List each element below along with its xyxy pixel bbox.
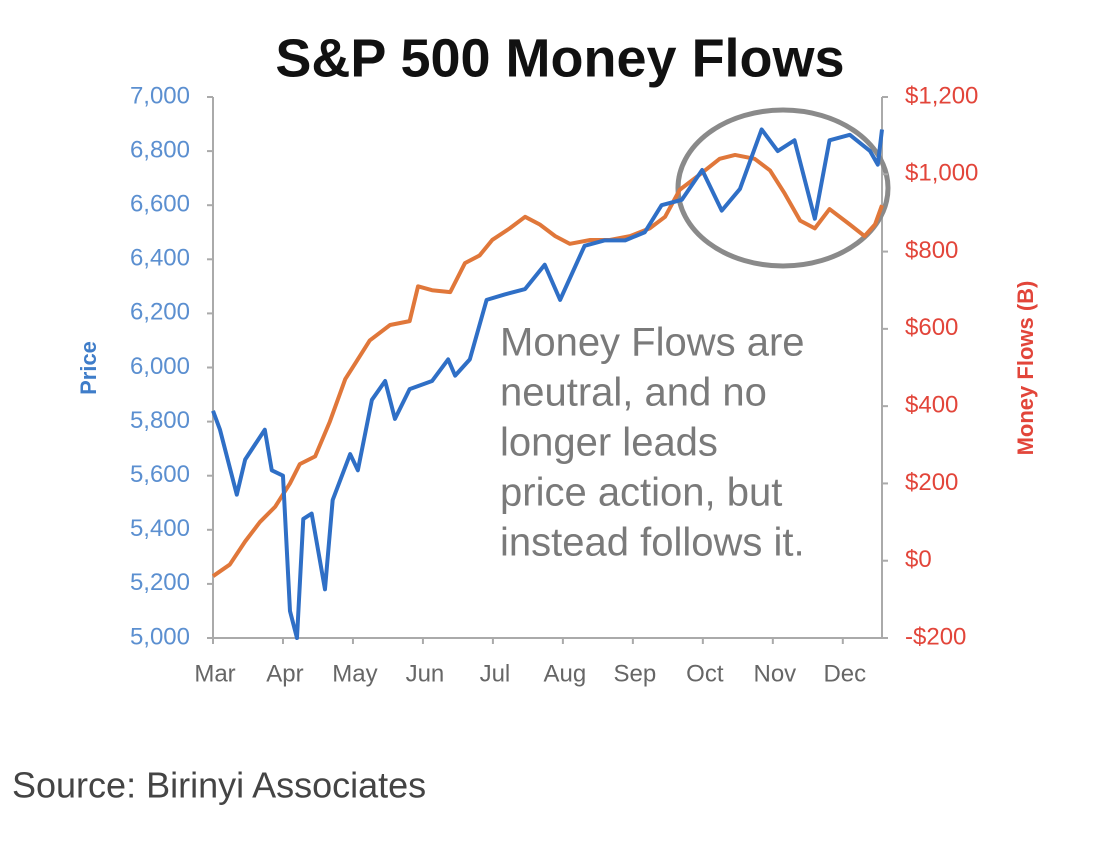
x-tick-label: Mar bbox=[194, 660, 235, 687]
x-tick-label: Nov bbox=[753, 660, 796, 687]
y-tick-label: 6,800 bbox=[130, 136, 190, 163]
y-tick-label: 6,400 bbox=[130, 245, 190, 272]
chart-title: S&P 500 Money Flows bbox=[275, 28, 844, 88]
highlight-ellipse bbox=[675, 107, 891, 269]
annotation: longer leads bbox=[500, 421, 718, 465]
y2-axis-title: Money Flows (B) bbox=[1013, 281, 1038, 456]
y-tick-label: 5,000 bbox=[130, 623, 190, 650]
annotation: instead follows it. bbox=[500, 521, 805, 565]
x-tick-label: Oct bbox=[686, 660, 724, 687]
y-tick-label: 6,200 bbox=[130, 299, 190, 326]
y-tick-label: 5,200 bbox=[130, 569, 190, 596]
annotation: Money Flows are bbox=[500, 321, 805, 365]
y2-tick-label: -$200 bbox=[905, 623, 966, 650]
x-tick-label: Dec bbox=[823, 660, 866, 687]
y2-tick-label: $600 bbox=[905, 314, 958, 341]
y-tick-label: 6,000 bbox=[130, 353, 190, 380]
x-tick-label: Jun bbox=[406, 660, 445, 687]
annotation: neutral, and no bbox=[500, 371, 767, 415]
y-tick-label: 5,400 bbox=[130, 515, 190, 542]
y-tick-label: 5,800 bbox=[130, 407, 190, 434]
y2-tick-label: $400 bbox=[905, 391, 958, 418]
x-tick-label: May bbox=[332, 660, 377, 687]
y2-tick-label: $800 bbox=[905, 237, 958, 264]
y2-tick-label: $200 bbox=[905, 469, 958, 496]
y-tick-label: 6,600 bbox=[130, 191, 190, 218]
y2-tick-label: $1,200 bbox=[905, 82, 978, 109]
y-tick-label: 5,600 bbox=[130, 461, 190, 488]
y2-tick-label: $1,000 bbox=[905, 160, 978, 187]
source-note: Source: Birinyi Associates bbox=[12, 765, 426, 806]
y2-tick-label: $0 bbox=[905, 546, 932, 573]
series-line bbox=[211, 152, 884, 578]
y-tick-label: 7,000 bbox=[130, 82, 190, 109]
x-tick-label: Sep bbox=[614, 660, 657, 687]
y-axis-title: Price bbox=[76, 341, 101, 395]
series-line bbox=[211, 127, 884, 640]
x-tick-label: Jul bbox=[480, 660, 511, 687]
x-tick-label: Apr bbox=[266, 660, 303, 687]
x-tick-label: Aug bbox=[544, 660, 587, 687]
annotation: price action, but bbox=[500, 471, 782, 515]
